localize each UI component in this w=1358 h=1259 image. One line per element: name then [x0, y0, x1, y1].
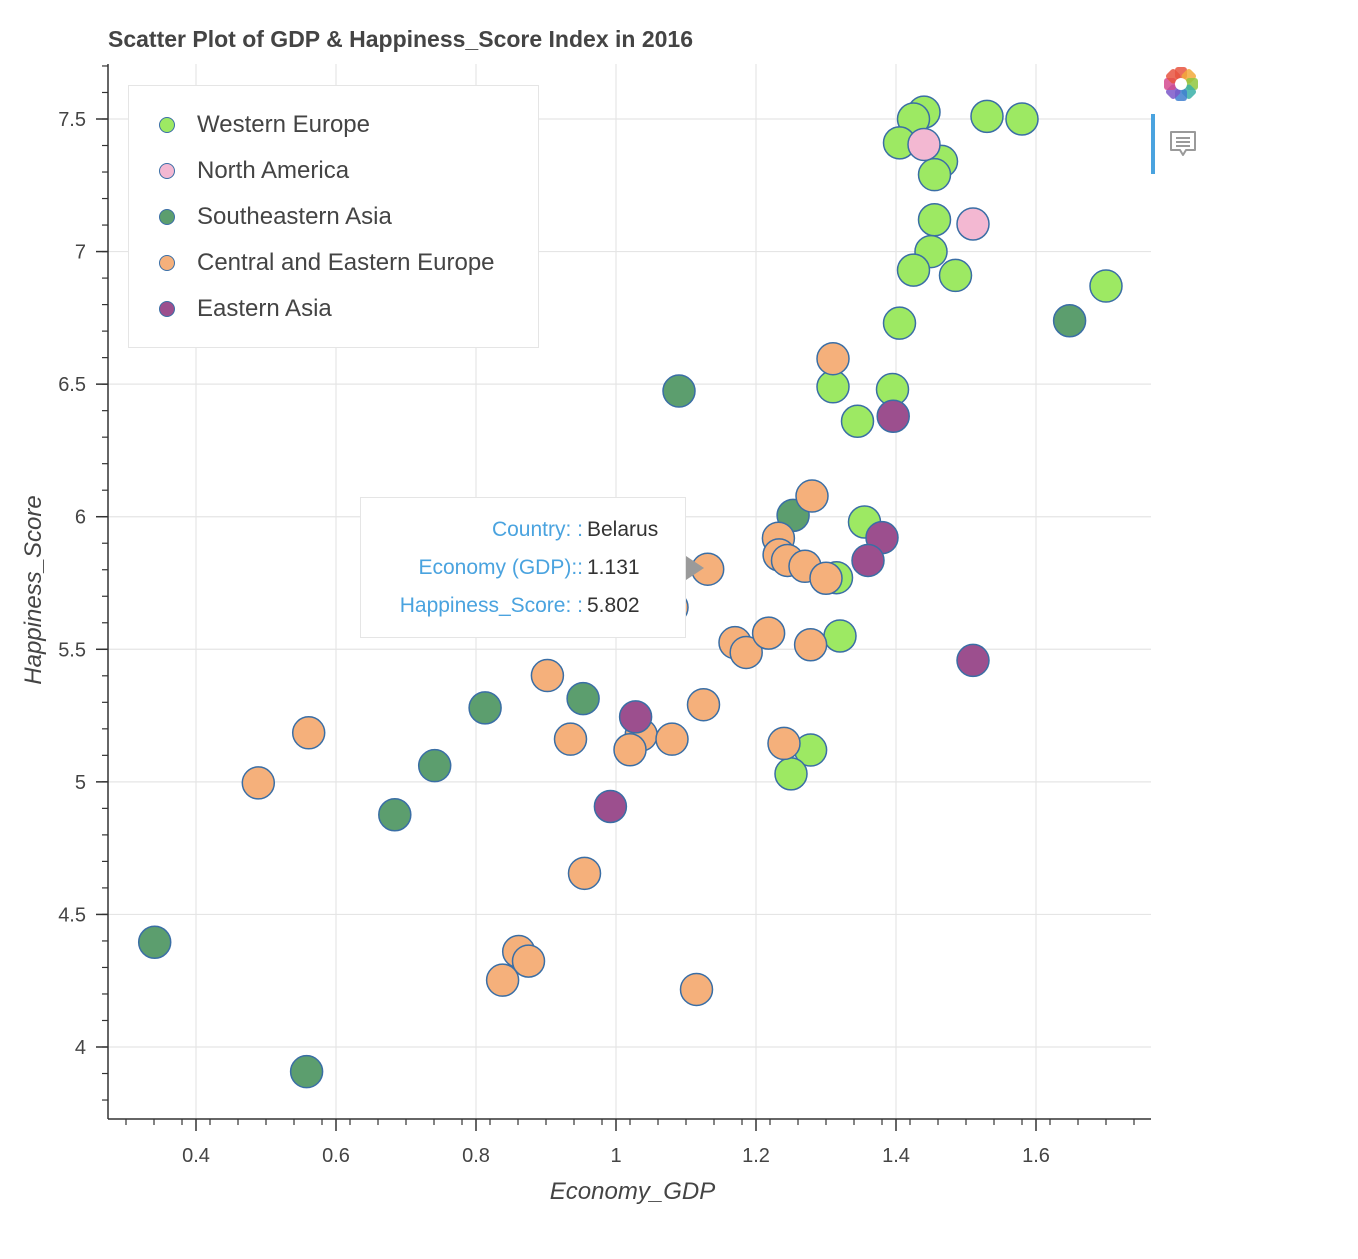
data-point[interactable] — [823, 619, 857, 653]
hover-tool-icon[interactable] — [1167, 128, 1199, 160]
hover-tooltip: Country: : Belarus Economy (GDP):: 1.131… — [360, 497, 686, 638]
data-point[interactable] — [137, 925, 172, 960]
data-point[interactable] — [567, 856, 602, 891]
tooltip-value: 1.131 — [587, 556, 640, 579]
x-tick-label: 0.4 — [182, 1145, 210, 1167]
data-point[interactable] — [530, 658, 565, 693]
data-point[interactable] — [686, 687, 721, 722]
tooltip-key: Happiness_Score: : — [399, 594, 583, 617]
bokeh-logo-icon[interactable] — [1161, 64, 1201, 104]
tooltip-row-economy: Economy (GDP):: 1.131 — [361, 553, 685, 583]
legend-label: Southeastern Asia — [197, 203, 392, 230]
tooltip-key: Country: : — [491, 518, 583, 541]
chart-title: Scatter Plot of GDP & Happiness_Score In… — [108, 26, 693, 52]
data-point[interactable] — [1005, 102, 1039, 136]
legend-item-north-america[interactable]: North America — [159, 156, 349, 186]
data-point[interactable] — [553, 722, 588, 756]
data-point[interactable] — [655, 722, 689, 756]
data-point[interactable] — [917, 157, 952, 192]
legend-label: Eastern Asia — [197, 295, 332, 322]
legend-swatch-southeastern-asia — [159, 209, 175, 225]
legend-swatch-western-europe — [159, 117, 175, 133]
data-point[interactable] — [907, 127, 941, 162]
data-point[interactable] — [729, 635, 763, 670]
grid-lines — [108, 64, 1151, 1119]
x-tick-label: 1.6 — [1022, 1145, 1050, 1167]
legend-swatch-central-eastern-europe — [159, 255, 175, 271]
data-point[interactable] — [816, 341, 850, 376]
data-point[interactable] — [793, 628, 828, 662]
data-point[interactable] — [956, 207, 990, 241]
data-point[interactable] — [851, 543, 885, 578]
x-tick-label: 1.4 — [882, 1145, 910, 1167]
y-axis-label: Happiness_Score — [20, 495, 47, 685]
y-tick-label: 6.5 — [58, 374, 86, 396]
legend-item-central-eastern-europe[interactable]: Central and Eastern Europe — [159, 248, 495, 278]
data-point[interactable] — [291, 716, 326, 750]
legend-item-eastern-asia[interactable]: Eastern Asia — [159, 294, 332, 324]
data-point[interactable] — [774, 757, 808, 791]
y-tick-label: 7 — [75, 242, 86, 264]
y-tick-label: 4.5 — [58, 904, 86, 926]
data-point[interactable] — [917, 203, 952, 237]
data-point[interactable] — [809, 561, 843, 595]
data-point[interactable] — [795, 479, 829, 513]
x-axis-label: Economy_GDP — [549, 1178, 716, 1205]
data-point[interactable] — [662, 374, 696, 408]
x-tick-label: 1 — [610, 1145, 621, 1167]
legend-label: Western Europe — [197, 111, 370, 138]
tooltip-value: Belarus — [587, 518, 659, 541]
data-point[interactable] — [618, 700, 653, 734]
legend-label: Central and Eastern Europe — [197, 249, 495, 276]
legend-label: North America — [197, 157, 350, 184]
data-point[interactable] — [289, 1054, 324, 1089]
data-point[interactable] — [751, 616, 786, 650]
data-point[interactable] — [970, 99, 1004, 134]
data-point[interactable] — [468, 691, 502, 725]
x-tick-label: 0.8 — [462, 1145, 490, 1167]
data-point[interactable] — [1089, 269, 1123, 303]
data-point[interactable] — [1052, 304, 1087, 338]
active-tool-indicator — [1151, 114, 1155, 174]
data-point[interactable] — [378, 797, 412, 832]
data-point[interactable] — [241, 766, 276, 800]
data-point[interactable] — [566, 681, 600, 716]
data-point[interactable] — [816, 370, 850, 404]
data-point[interactable] — [485, 963, 520, 997]
x-tick-label: 1.2 — [742, 1145, 770, 1167]
data-point[interactable] — [511, 944, 546, 978]
tooltip-row-happiness: Happiness_Score: : 5.802 — [361, 591, 685, 621]
legend: Western Europe North America Southeaster… — [128, 85, 539, 348]
data-point[interactable] — [956, 643, 990, 678]
y-tick-label: 6 — [75, 507, 86, 529]
data-point[interactable] — [876, 399, 910, 433]
y-tick-label: 4 — [75, 1037, 86, 1059]
legend-item-western-europe[interactable]: Western Europe — [159, 110, 370, 140]
data-point[interactable] — [840, 404, 875, 439]
y-tick-label: 5 — [75, 772, 86, 794]
data-point[interactable] — [593, 789, 628, 824]
legend-swatch-north-america — [159, 163, 175, 179]
data-point[interactable] — [767, 726, 801, 761]
axes: 0.4 0.6 0.8 1 1.2 1.4 1.6 4 4.5 5 5.5 6 6.5 7 7.5 — [58, 64, 1151, 1167]
legend-item-southeastern-asia[interactable]: Southeastern Asia — [159, 202, 392, 232]
data-point[interactable] — [882, 306, 917, 340]
y-tick-label: 7.5 — [58, 109, 86, 131]
y-tick-label: 5.5 — [58, 639, 86, 661]
tooltip-row-country: Country: : Belarus — [361, 515, 685, 545]
tooltip-value: 5.802 — [587, 594, 640, 617]
tooltip-pointer-icon — [686, 556, 704, 580]
data-point[interactable] — [896, 253, 931, 287]
legend-swatch-eastern-asia — [159, 301, 175, 317]
data-point[interactable] — [613, 733, 647, 767]
data-point[interactable] — [679, 972, 714, 1007]
data-point[interactable] — [417, 748, 452, 783]
tooltip-key: Economy (GDP):: — [418, 556, 583, 579]
x-tick-label: 0.6 — [322, 1145, 350, 1167]
data-point[interactable] — [938, 258, 973, 293]
